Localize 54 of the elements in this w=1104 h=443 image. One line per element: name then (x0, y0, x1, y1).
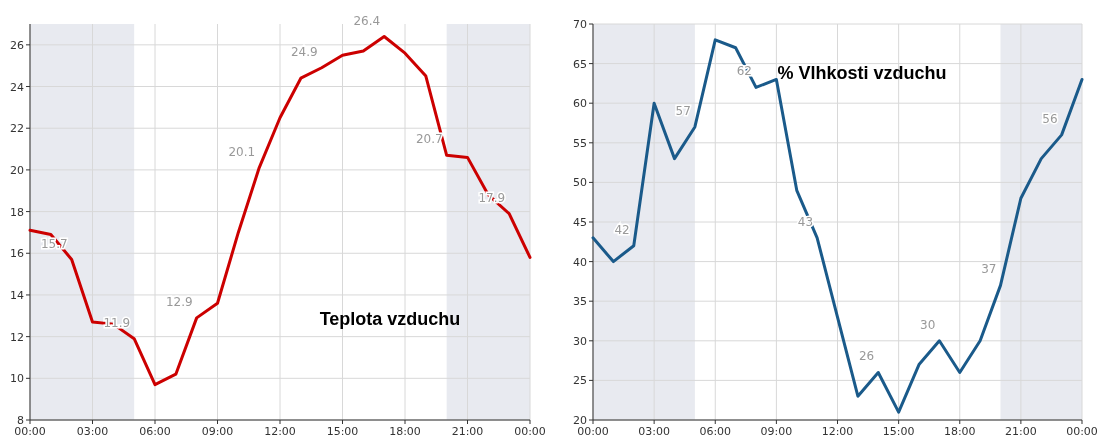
data-label: 26 (858, 349, 875, 364)
y-tick-label: 30 (573, 334, 587, 348)
x-tick-label: 03:00 (76, 425, 109, 438)
y-tick-label: 16 (10, 247, 24, 261)
data-label: 11.9 (103, 315, 131, 330)
x-tick-label: 15:00 (882, 425, 915, 438)
annotation: % Vlhkosti vzduchu (777, 63, 947, 84)
x-tick-label: 18:00 (389, 425, 421, 438)
x-tick-label: 03:00 (638, 425, 670, 438)
data-label: 57 (675, 103, 691, 118)
data-label: 12.9 (165, 294, 193, 309)
x-tick-label: 12:00 (821, 425, 854, 438)
y-tick-label: 40 (573, 255, 587, 269)
x-tick-label: 06:00 (139, 425, 171, 438)
x-tick-label: 09:00 (201, 425, 234, 438)
data-label: 24.9 (290, 44, 318, 59)
data-label: 42 (614, 222, 630, 237)
x-tick-label: 15:00 (326, 425, 359, 438)
x-tick-label: 21:00 (451, 425, 484, 438)
data-label: 20.1 (228, 144, 256, 159)
x-tick-label: 18:00 (943, 425, 976, 438)
x-tick-label: 09:00 (760, 425, 793, 438)
x-tick-label: 00:00 (1066, 425, 1098, 438)
y-tick-label: 12 (10, 330, 24, 344)
data-label: 37 (981, 262, 997, 277)
y-tick-label: 50 (573, 176, 587, 190)
y-tick-label: 60 (573, 97, 587, 111)
x-tick-label: 21:00 (1005, 425, 1037, 438)
y-tick-label: 45 (573, 216, 587, 229)
line-series (28, 35, 532, 387)
y-tick-label: 20 (573, 414, 587, 427)
line-series (591, 38, 1084, 414)
x-tick-label: 06:00 (699, 425, 732, 438)
x-tick-label: 00:00 (14, 425, 46, 438)
y-tick-label: 10 (10, 372, 24, 386)
y-tick-label: 25 (573, 374, 587, 388)
x-tick-label: 00:00 (577, 425, 609, 438)
y-tick-label: 8 (17, 414, 24, 427)
y-tick-label: 22 (10, 122, 24, 136)
y-tick-label: 14 (10, 288, 24, 302)
y-tick-label: 70 (573, 18, 587, 31)
annotation: Teplota vzduchu (319, 308, 461, 329)
data-label: 26.4 (353, 13, 381, 28)
y-tick-label: 24 (10, 80, 24, 94)
y-tick-label: 20 (10, 163, 24, 177)
x-tick-label: 00:00 (514, 425, 546, 438)
y-tick-label: 18 (10, 205, 24, 219)
y-tick-label: 65 (573, 57, 587, 71)
data-label: 30 (920, 317, 936, 332)
y-tick-label: 55 (573, 136, 587, 150)
y-tick-label: 26 (10, 38, 24, 52)
y-tick-label: 35 (573, 295, 587, 309)
x-tick-label: 12:00 (264, 425, 296, 438)
data-label: 56 (1042, 111, 1058, 126)
